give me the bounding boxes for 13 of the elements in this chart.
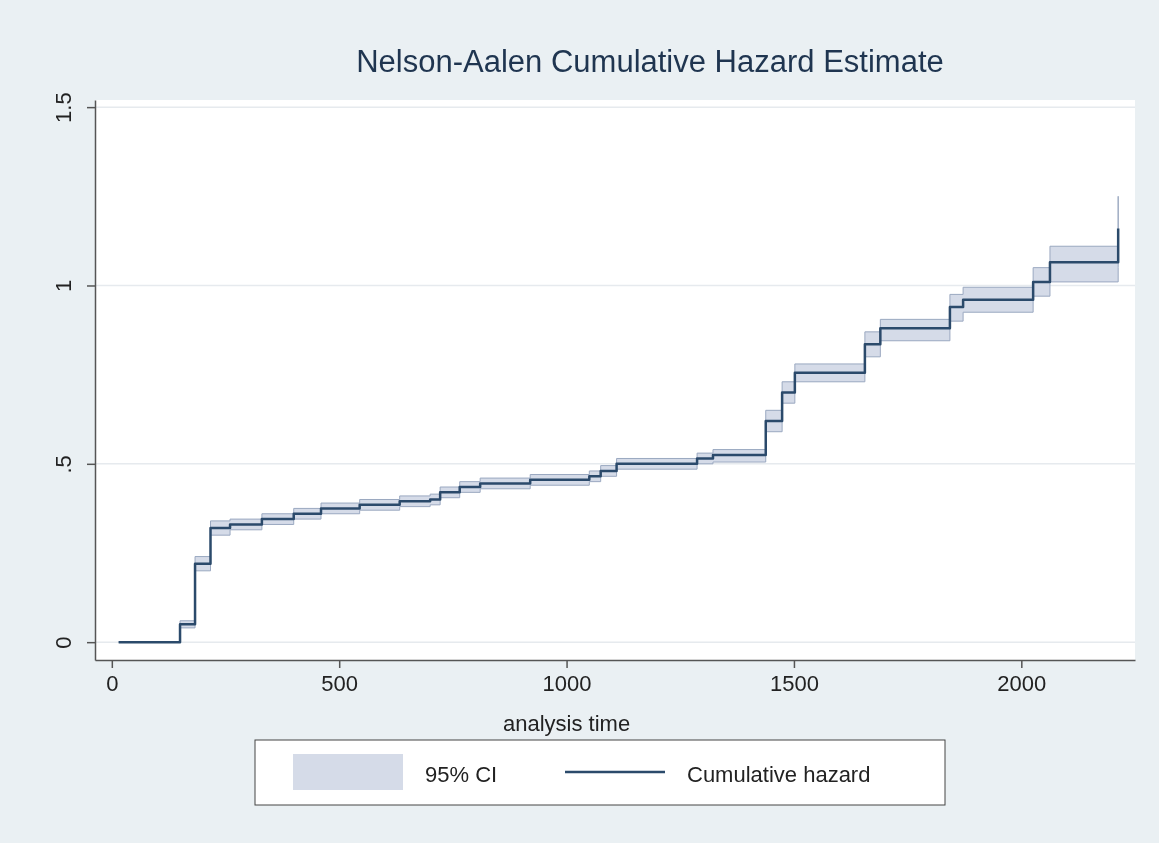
chart-title: Nelson-Aalen Cumulative Hazard Estimate [356,44,944,79]
x-axis-title: analysis time [502,711,631,736]
x-tick-label: 2000 [997,670,1047,696]
text: 95% CI [425,762,498,787]
x-tick-label: 500 [321,670,359,696]
y-tick-label: 1.5 [51,92,76,123]
x-tick-label: 0 [106,670,119,696]
x-tick-label: 1000 [542,670,592,696]
x-tick-label: 1500 [769,670,819,696]
y-tick-label: 0 [51,636,76,649]
legend-label: Cumulative hazard [687,762,871,787]
y-tick-label: .5 [51,455,76,474]
y-tick-label: 1 [51,279,76,293]
